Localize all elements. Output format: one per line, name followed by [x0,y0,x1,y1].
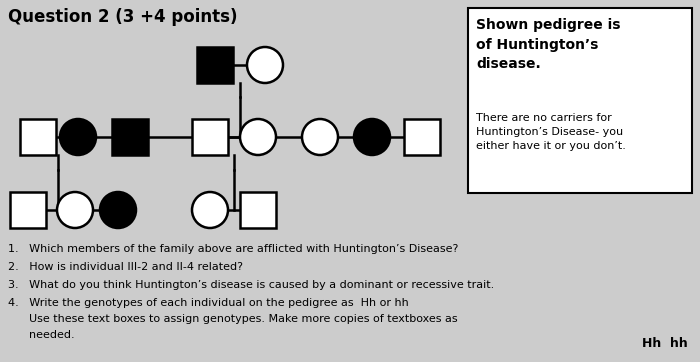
Text: Question 2 (3 +4 points): Question 2 (3 +4 points) [8,8,237,26]
Bar [10,192,46,228]
Bar [240,192,276,228]
Bar [197,47,233,83]
Circle shape [302,119,338,155]
Text: 1.   Which members of the family above are afflicted with Huntington’s Disease?: 1. Which members of the family above are… [8,244,458,254]
Text: Use these text boxes to assign genotypes. Make more copies of textboxes as: Use these text boxes to assign genotypes… [8,314,458,324]
Bar [112,119,148,155]
Text: Shown pedigree is
of Huntington’s
disease.: Shown pedigree is of Huntington’s diseas… [476,18,620,71]
Circle shape [57,192,93,228]
Circle shape [247,47,283,83]
Bar [468,8,692,193]
Text: Hh  hh: Hh hh [643,337,688,350]
Bar [20,119,56,155]
Circle shape [354,119,390,155]
Bar [404,119,440,155]
Text: There are no carriers for
Huntington’s Disease- you
either have it or you don’t.: There are no carriers for Huntington’s D… [476,113,626,151]
Circle shape [192,192,228,228]
Bar [192,119,228,155]
Circle shape [240,119,276,155]
Text: needed.: needed. [8,330,75,340]
Text: 4.   Write the genotypes of each individual on the pedigree as  Hh or hh: 4. Write the genotypes of each individua… [8,298,409,308]
Text: 3.   What do you think Huntington’s disease is caused by a dominant or recessive: 3. What do you think Huntington’s diseas… [8,280,494,290]
Text: 2.   How is individual III-2 and II-4 related?: 2. How is individual III-2 and II-4 rela… [8,262,243,272]
Circle shape [60,119,96,155]
Circle shape [100,192,136,228]
